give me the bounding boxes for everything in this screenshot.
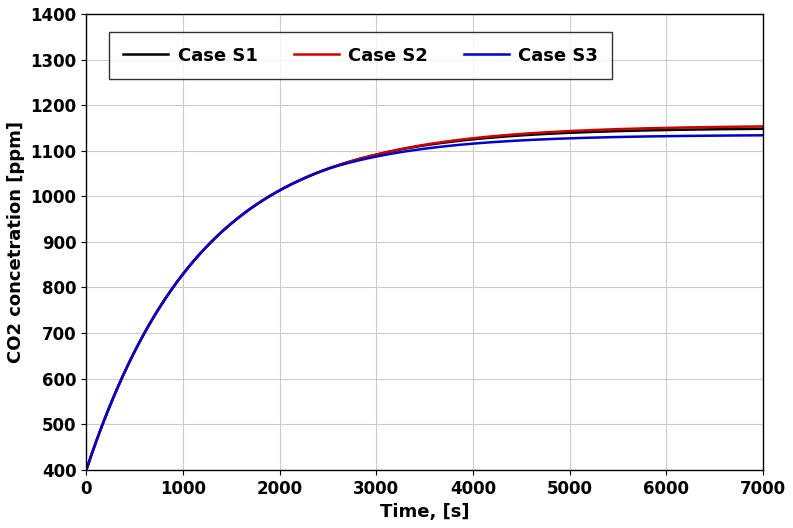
Case S3 [370,154,380,160]
Case S1 [370,152,380,158]
Case S3 [341,161,351,167]
Case S3 [199,247,209,253]
Case S2 [672,125,681,131]
Case S3 [82,467,91,473]
Case S1 [199,247,209,253]
Case S1 [745,126,754,132]
Case S1 [341,159,351,166]
Case S1 [159,298,168,305]
Line: Case S1: Case S1 [86,129,763,470]
Y-axis label: CO2 concetration [ppm]: CO2 concetration [ppm] [7,121,25,363]
Line: Case S2: Case S2 [86,126,763,470]
X-axis label: Time, [s]: Time, [s] [380,503,469,521]
Line: Case S3: Case S3 [86,135,763,470]
Case S2 [758,123,768,129]
Case S1 [758,126,768,132]
Case S3 [758,132,768,138]
Case S2 [370,152,380,158]
Case S1 [82,467,91,473]
Case S3 [159,298,168,305]
Case S3 [672,133,681,139]
Case S2 [745,124,754,130]
Case S2 [341,159,351,166]
Case S3 [745,132,754,138]
Case S2 [82,467,91,473]
Case S1 [672,127,681,133]
Case S2 [159,298,168,305]
Legend: Case S1, Case S2, Case S3: Case S1, Case S2, Case S3 [109,32,612,79]
Case S2 [199,247,209,253]
